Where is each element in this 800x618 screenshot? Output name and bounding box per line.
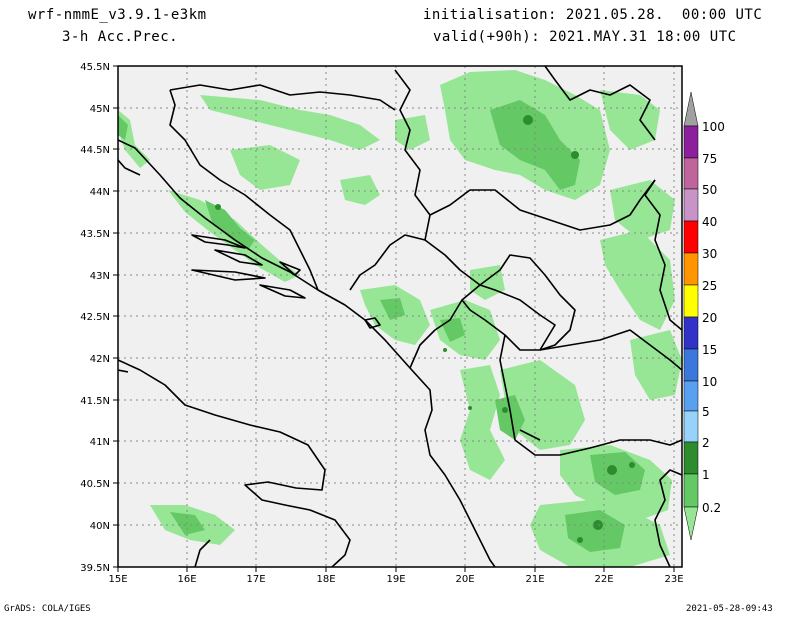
colorbar-label: 30 <box>702 247 717 261</box>
lon-label: 19E <box>386 574 405 585</box>
graticule <box>118 66 682 567</box>
lat-label: 43N <box>90 271 110 282</box>
lat-label: 41N <box>90 437 110 448</box>
lat-label: 44N <box>90 187 110 198</box>
init-time: initialisation: 2021.05.28. 00:00 UTC <box>423 7 763 23</box>
lon-label: 20E <box>455 574 474 585</box>
lon-label: 18E <box>316 574 335 585</box>
colorbar-label: 40 <box>702 215 717 229</box>
colorbar-label: 15 <box>702 343 717 357</box>
colorbar-label: 1 <box>702 468 710 482</box>
colorbar-label: 0.2 <box>702 501 721 515</box>
lat-label: 45.5N <box>80 62 110 73</box>
colorbar-segment <box>683 348 699 382</box>
colorbar-segment <box>683 125 699 159</box>
lat-label: 42.5N <box>80 312 110 323</box>
colorbar-label: 5 <box>702 405 710 419</box>
valid-time: valid(+90h): 2021.MAY.31 18:00 UTC <box>433 29 737 45</box>
field-title: 3-h Acc.Prec. <box>62 29 179 45</box>
lon-label: 22E <box>594 574 613 585</box>
colorbar-label: 25 <box>702 279 717 293</box>
lat-label: 39.5N <box>80 563 110 574</box>
colorbar-segment <box>683 473 699 508</box>
colorbar-label: 100 <box>702 120 725 134</box>
lat-label: 44.5N <box>80 145 110 156</box>
lat-label: 41.5N <box>80 396 110 407</box>
lon-label: 17E <box>246 574 265 585</box>
lon-label: 21E <box>525 574 544 585</box>
colorbar <box>683 91 699 541</box>
colorbar-segment <box>683 252 699 286</box>
lon-label: 15E <box>108 574 127 585</box>
lat-label: 40N <box>90 521 110 532</box>
colorbar-segment <box>683 316 699 350</box>
lat-label: 45N <box>90 104 110 115</box>
lat-label: 40.5N <box>80 479 110 490</box>
lat-label: 43.5N <box>80 229 110 240</box>
render-timestamp: 2021-05-28-09:43 <box>686 604 773 614</box>
colorbar-segment <box>683 188 699 222</box>
grads-credit: GrADS: COLA/IGES <box>4 604 91 614</box>
colorbar-label: 2 <box>702 436 710 450</box>
colorbar-segment <box>683 284 699 318</box>
lon-label: 16E <box>177 574 196 585</box>
colorbar-segment <box>683 410 699 443</box>
colorbar-label: 20 <box>702 311 717 325</box>
model-title: wrf-nmmE_v3.9.1-e3km <box>28 7 207 23</box>
colorbar-label: 10 <box>702 375 717 389</box>
colorbar-segment <box>683 220 699 254</box>
colorbar-label: 75 <box>702 152 717 166</box>
colorbar-segment <box>683 506 699 541</box>
colorbar-segment <box>683 157 699 190</box>
colorbar-label: 50 <box>702 183 717 197</box>
colorbar-segment <box>683 380 699 412</box>
colorbar-segment <box>683 91 699 127</box>
lat-label: 42N <box>90 354 110 365</box>
lon-label: 23E <box>664 574 683 585</box>
colorbar-segment <box>683 441 699 475</box>
coastlines-borders <box>118 66 682 567</box>
precip-layer <box>118 70 682 567</box>
